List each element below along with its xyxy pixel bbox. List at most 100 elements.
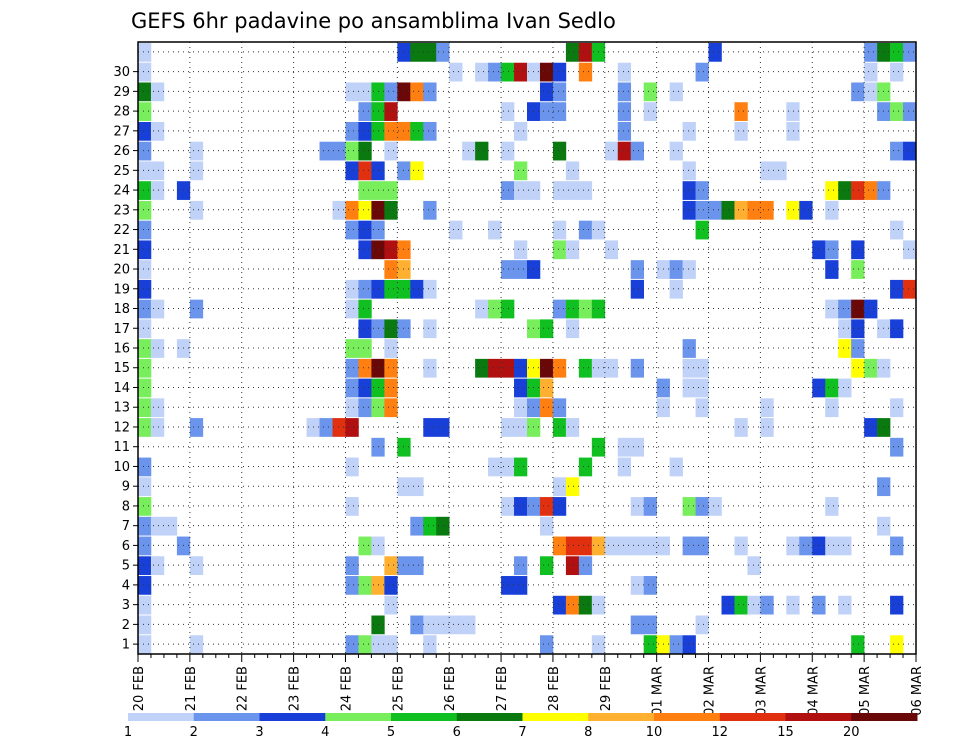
heatmap-cell (384, 576, 398, 595)
heatmap-cell (319, 418, 333, 437)
y-tick-label: 27 (113, 124, 130, 139)
heatmap-cell (138, 576, 152, 595)
heatmap-cell (138, 516, 152, 536)
x-tick-label: 22 FEB (236, 666, 251, 711)
heatmap-cell (578, 43, 593, 62)
y-tick-label: 23 (113, 203, 130, 218)
x-tick-label: 01 MAR (651, 666, 666, 716)
heatmap-cell (825, 398, 839, 418)
heatmap-cell (825, 536, 839, 556)
y-tick-label: 19 (113, 282, 130, 297)
heatmap-cell (138, 378, 152, 398)
heatmap-cell (410, 161, 424, 181)
heatmap-cell (786, 102, 800, 121)
heatmap-cell (189, 200, 204, 220)
heatmap-cell (539, 378, 554, 398)
heatmap-cell (617, 121, 632, 141)
heatmap-cell (514, 497, 528, 516)
heatmap-cell (488, 457, 502, 477)
heatmap-cell (410, 556, 424, 576)
colorbar-legend: 1 2 3 4 5 6 7 8 10 12 15 20 (124, 713, 918, 740)
heatmap-cell (578, 181, 593, 200)
heatmap-cell (565, 556, 580, 576)
colorbar-label: 12 (711, 725, 728, 740)
heatmap-cell (449, 615, 463, 635)
heatmap-cell (890, 62, 904, 82)
heatmap-cell (436, 43, 450, 62)
heatmap-cell (345, 418, 359, 437)
heatmap-cell (552, 418, 567, 437)
colorbar-swatch (588, 713, 655, 721)
colorbar-label: 6 (453, 725, 461, 740)
heatmap-cell (150, 556, 165, 576)
heatmap-cell (150, 418, 165, 437)
heatmap-cell (138, 82, 152, 102)
heatmap-cell (514, 418, 528, 437)
heatmap-cell (475, 299, 489, 319)
heatmap-cell (332, 200, 346, 220)
heatmap-cell (501, 299, 515, 319)
heatmap-cell (501, 62, 515, 82)
heatmap-cell (514, 457, 528, 477)
heatmap-cell (514, 121, 528, 141)
heatmap-cell (643, 635, 657, 654)
heatmap-cell (371, 319, 385, 339)
colorbar-swatch (851, 713, 918, 721)
heatmap-cell (565, 161, 580, 181)
heatmap-cell (760, 418, 774, 437)
heatmap-cell (345, 121, 359, 141)
heatmap-cell (630, 260, 644, 279)
heatmap-cell (527, 102, 541, 121)
y-tick-label: 2 (122, 618, 130, 633)
y-tick-label: 13 (113, 401, 130, 416)
heatmap-cell (708, 497, 722, 516)
colorbar-swatch (391, 713, 458, 721)
heatmap-cell (734, 102, 748, 121)
heatmap-cell (371, 635, 385, 654)
heatmap-cell (345, 497, 359, 516)
heatmap-cell (695, 497, 709, 516)
heatmap-cell (877, 102, 891, 121)
heatmap-cell (358, 635, 372, 654)
heatmap-cell (851, 240, 865, 260)
heatmap-cell (903, 279, 917, 299)
heatmap-cell (682, 200, 696, 220)
y-tick-label: 16 (113, 342, 130, 357)
heatmap-cell (734, 121, 748, 141)
y-tick-label: 24 (113, 184, 130, 199)
heatmap-cell (656, 536, 670, 556)
heatmap-cell (747, 595, 761, 615)
heatmap-cell (397, 121, 411, 141)
heatmap-cell (423, 200, 437, 220)
heatmap-cell (682, 161, 696, 181)
heatmap-cell (163, 516, 178, 536)
heatmap-cell (345, 299, 359, 319)
heatmap-cell (501, 141, 515, 161)
heatmap-cell (371, 200, 385, 220)
heatmap-cell (578, 358, 593, 378)
heatmap-cell (591, 635, 606, 654)
heatmap-cell (578, 536, 593, 556)
heatmap-cell (903, 240, 917, 260)
heatmap-cell (734, 536, 748, 556)
heatmap-cell (371, 102, 385, 121)
heatmap-cell (877, 418, 891, 437)
heatmap-cell (890, 398, 904, 418)
heatmap-cell (527, 418, 541, 437)
heatmap-cell (539, 556, 554, 576)
heatmap-cell (565, 536, 580, 556)
heatmap-cell (384, 556, 398, 576)
heatmap-cell (552, 536, 567, 556)
heatmap-cell (799, 536, 813, 556)
heatmap-cell (514, 161, 528, 181)
colorbar-label: 20 (843, 725, 860, 740)
y-tick-label: 30 (113, 65, 130, 80)
heatmap-cell (604, 358, 619, 378)
heatmap-cell (138, 418, 152, 437)
heatmap-cell (527, 319, 541, 339)
heatmap-cell (565, 181, 580, 200)
heatmap-cell (890, 102, 904, 121)
heatmap-cell (514, 398, 528, 418)
heatmap-cells (138, 43, 917, 654)
